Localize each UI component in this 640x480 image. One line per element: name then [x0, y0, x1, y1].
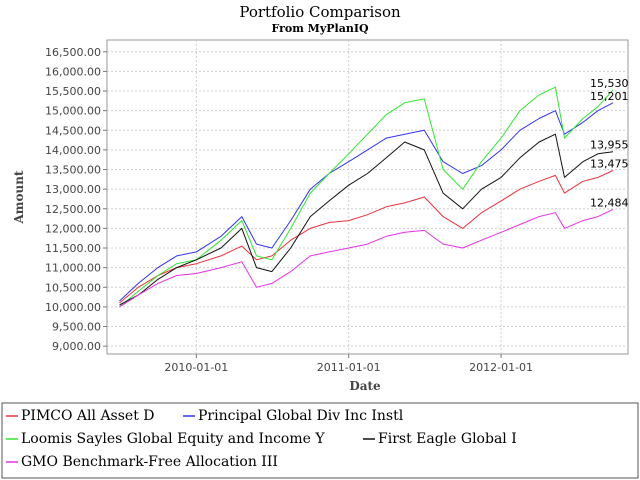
grid-lines: [107, 40, 628, 354]
y-tick-label: 9,500.00: [52, 321, 101, 334]
y-tick-label: 9,000.00: [52, 340, 101, 353]
end-value-label: 13,955: [590, 139, 629, 152]
legend-item-label: GMO Benchmark-Free Allocation III: [21, 454, 278, 470]
y-axis-ticks: 9,000.00 9,500.00 10,000.00 10,500.00 11,000…: [45, 46, 107, 353]
x-axis-label: Date: [349, 379, 381, 393]
legend-item-label: First Eagle Global I: [378, 431, 517, 447]
series-line: [119, 133, 614, 306]
legend-item-label: Principal Global Div Inc Instl: [198, 408, 404, 424]
y-tick-label: 16,000.00: [45, 65, 101, 78]
legend: PIMCO All Asset D Principal Global Div In…: [6, 408, 517, 470]
chart-title: Portfolio Comparison: [239, 3, 401, 21]
x-tick-label: 2012-01-01: [469, 361, 533, 374]
y-tick-label: 12,000.00: [45, 222, 101, 235]
plot-area: [106, 39, 629, 355]
end-value-label: 12,484: [590, 196, 629, 209]
series-lines: [119, 86, 614, 308]
end-value-label: 13,475: [590, 158, 629, 171]
y-tick-label: 14,500.00: [45, 124, 101, 137]
y-tick-label: 10,000.00: [45, 301, 101, 314]
y-axis-label: Amount: [12, 170, 26, 224]
legend-item-label: Loomis Sayles Global Equity and Income Y: [21, 431, 325, 447]
y-tick-label: 16,500.00: [45, 46, 101, 59]
end-value-label: 15,201: [590, 90, 629, 103]
chart-subtitle: From MyPlanIQ: [271, 22, 369, 35]
end-value-label: 15,530: [590, 77, 629, 90]
y-tick-label: 11,000.00: [45, 262, 101, 275]
y-tick-label: 11,500.00: [45, 242, 101, 255]
y-tick-label: 14,000.00: [45, 144, 101, 157]
legend-box: [1, 402, 639, 479]
x-tick-label: 2011-01-01: [317, 361, 381, 374]
y-tick-label: 12,500.00: [45, 203, 101, 216]
series-line: [119, 102, 614, 302]
y-tick-label: 15,000.00: [45, 105, 101, 118]
legend-item-label: PIMCO All Asset D: [21, 408, 155, 424]
x-tick-label: 2010-01-01: [164, 361, 228, 374]
y-tick-label: 13,500.00: [45, 164, 101, 177]
x-axis-ticks: 2010-01-01 2011-01-01 2012-01-01: [164, 354, 533, 374]
y-tick-label: 15,500.00: [45, 85, 101, 98]
series-line: [119, 170, 614, 304]
y-tick-label: 13,000.00: [45, 183, 101, 196]
series-line: [119, 86, 614, 308]
series-line: [119, 208, 614, 308]
y-tick-label: 10,500.00: [45, 281, 101, 294]
